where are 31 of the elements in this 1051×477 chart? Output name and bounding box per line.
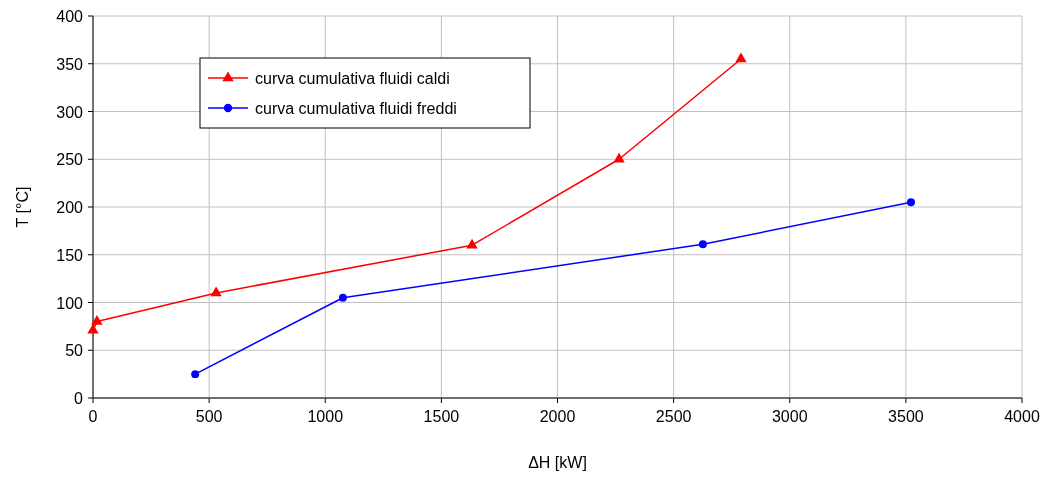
y-tick-label: 350: [56, 55, 84, 73]
y-tick-label: 400: [56, 8, 84, 25]
point: [698, 240, 707, 249]
point: [91, 315, 103, 325]
x-tick-label: 1500: [423, 408, 460, 425]
x-tick-label: 1000: [307, 408, 344, 425]
legend-label: curva cumulativa fluidi caldi: [255, 70, 450, 87]
x-tick-label: 3000: [771, 408, 808, 425]
x-tick-label: 500: [195, 408, 223, 425]
legend-label: curva cumulativa fluidi freddi: [255, 100, 457, 117]
y-tick-label: 100: [56, 294, 84, 312]
x-tick-label: 2000: [539, 408, 576, 425]
y-tick-label: 250: [56, 151, 84, 169]
x-tick-label: 0: [88, 408, 98, 425]
point: [191, 370, 200, 379]
y-tick-label: 150: [56, 246, 84, 264]
point: [338, 293, 347, 302]
x-tick-label: 4000: [1004, 408, 1040, 425]
y-tick-label: 50: [65, 342, 84, 360]
point: [907, 198, 915, 207]
point: [210, 286, 222, 297]
point: [466, 238, 478, 249]
y-tick-label: 200: [56, 199, 84, 216]
y-tick-label: 0: [74, 390, 84, 407]
point: [613, 152, 625, 163]
x-tick-label: 2500: [655, 408, 692, 425]
point: [735, 52, 747, 63]
x-tick-label: 3500: [888, 408, 924, 425]
y-tick-label: 300: [56, 103, 84, 121]
x-axis-title: ΔH [kW]: [528, 454, 587, 471]
y-axis-title: T [°C]: [14, 186, 31, 228]
